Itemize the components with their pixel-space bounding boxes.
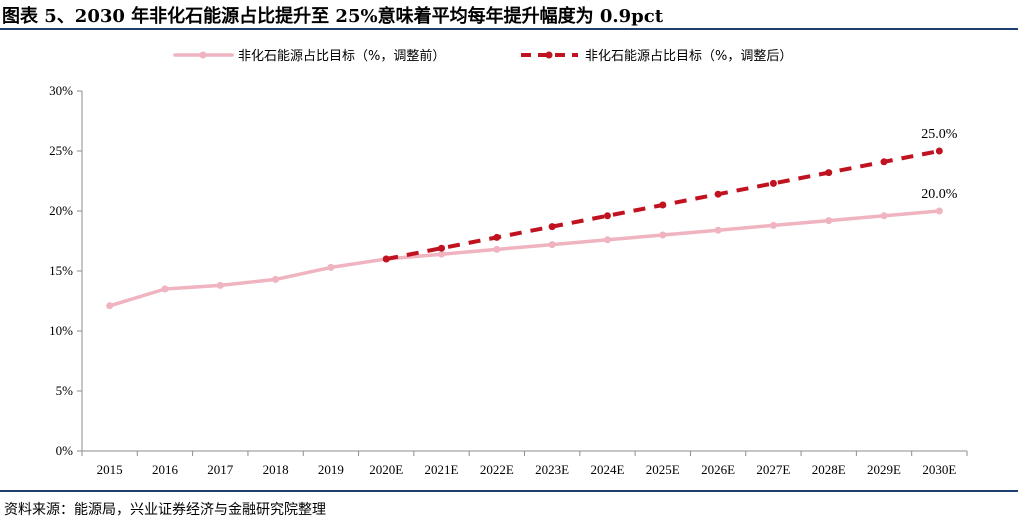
- series-1-point: [161, 285, 169, 293]
- series-1-point: [769, 221, 777, 229]
- series-1-point: [880, 212, 888, 220]
- legend-label-2: 非化石能源占比目标（%，调整后）: [585, 49, 792, 64]
- legend-label-1: 非化石能源占比目标（%，调整前）: [238, 48, 445, 64]
- axes: 0% 5% 10% 15% 20% 25% 30% 2015 2016 2017 2018 2019 2…: [49, 83, 968, 477]
- x-tick-label: 2021E: [425, 462, 459, 477]
- chart-title: 图表 5、2030 年非化石能源占比提升至 25%意味着平均每年提升幅度为 0.…: [2, 6, 664, 27]
- data-labels: 25.0% 20.0%: [921, 127, 958, 202]
- series-1-point: [825, 217, 833, 225]
- legend-marker-1: [199, 51, 207, 59]
- y-tick-label: 0%: [56, 443, 74, 458]
- series-2-point: [825, 169, 833, 177]
- series-2-point: [382, 255, 390, 263]
- y-tick-label: 25%: [49, 143, 73, 158]
- series-1-point: [714, 226, 722, 234]
- series-1-point: [106, 302, 114, 310]
- series-2-point: [603, 212, 611, 220]
- y-tick-label: 30%: [49, 83, 73, 98]
- x-tick-label: 2028E: [812, 462, 846, 477]
- series-1-point: [603, 236, 611, 244]
- x-tick-label: 2022E: [480, 462, 514, 477]
- series-layer: [106, 147, 943, 310]
- series-2-point: [493, 233, 501, 241]
- x-tick-label: 2023E: [535, 462, 569, 477]
- x-tick-label: 2016: [152, 462, 179, 477]
- title-bar: 图表 5、2030 年非化石能源占比提升至 25%意味着平均每年提升幅度为 0.…: [0, 0, 1018, 30]
- source-bar: 资料来源：能源局，兴业证券经济与金融研究院整理: [0, 490, 1018, 523]
- legend: 非化石能源占比目标（%，调整前） 非化石能源占比目标（%，调整后）: [173, 48, 792, 64]
- series-1-point: [659, 231, 667, 239]
- x-tick-label: 2027E: [756, 462, 790, 477]
- x-tick-label: 2019: [318, 462, 344, 477]
- series-1-point: [438, 250, 446, 258]
- data-label: 25.0%: [921, 127, 958, 142]
- x-tick-label: 2025E: [646, 462, 680, 477]
- series-1-point: [493, 245, 501, 253]
- x-tick-label: 2020E: [369, 462, 403, 477]
- y-tick-label: 20%: [49, 203, 73, 218]
- data-label: 20.0%: [921, 187, 958, 202]
- series-2-point: [880, 158, 888, 166]
- line-chart: 0% 5% 10% 15% 20% 25% 30% 2015 2016 2017 2018 2019 2…: [49, 48, 968, 477]
- series-2-point: [659, 201, 667, 209]
- series-2-point: [769, 179, 777, 187]
- series-2-point: [438, 244, 446, 252]
- series-2-point: [935, 147, 943, 155]
- series-1-point: [216, 281, 224, 289]
- x-tick-label: 2030E: [922, 462, 956, 477]
- x-tick-label: 2024E: [590, 462, 624, 477]
- x-tick-label: 2017: [207, 462, 234, 477]
- series-1-point: [935, 207, 943, 215]
- series-1-point: [548, 241, 556, 249]
- x-tick-label: 2026E: [701, 462, 735, 477]
- series-1-point: [272, 275, 280, 283]
- x-tick-label: 2015: [97, 462, 123, 477]
- y-tick-label: 15%: [49, 263, 73, 278]
- series-line-1: [107, 209, 942, 308]
- series-1-point: [327, 263, 335, 271]
- y-tick-label: 10%: [49, 323, 73, 338]
- x-tick-label: 2018: [263, 462, 289, 477]
- series-2-point: [548, 223, 556, 231]
- source-note: 资料来源：能源局，兴业证券经济与金融研究院整理: [4, 502, 326, 518]
- x-tick-label: 2029E: [867, 462, 901, 477]
- legend-marker-2: [545, 51, 553, 59]
- y-tick-label: 5%: [56, 383, 74, 398]
- series-2-point: [714, 190, 722, 198]
